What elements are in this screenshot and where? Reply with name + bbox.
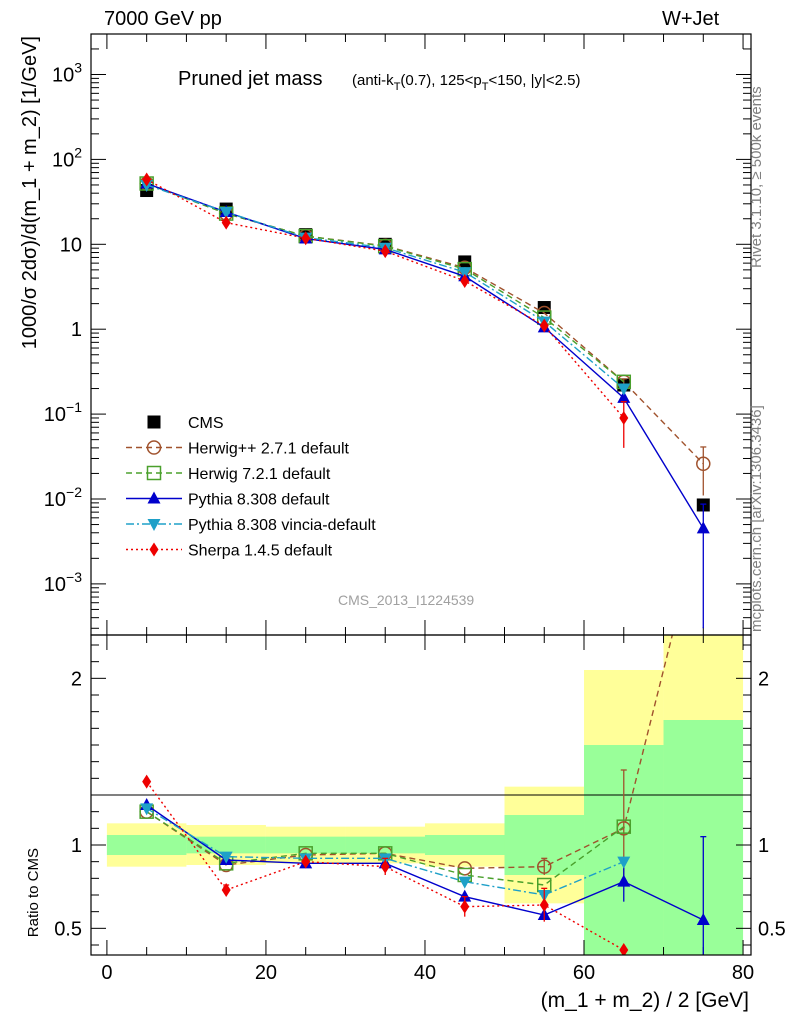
data-point-marker [617, 874, 631, 887]
data-point-marker [219, 207, 233, 220]
data-point-marker [537, 859, 552, 874]
ratio-y-axis-label: Ratio to CMS [25, 848, 42, 937]
data-point-marker [460, 273, 470, 288]
series-line [146, 635, 674, 870]
watermark: CMS_2013_I1224539 [338, 592, 474, 608]
data-point-marker [147, 519, 161, 531]
data-point-marker [539, 898, 549, 912]
data-point-marker [619, 410, 629, 425]
main-y-tick-label: 102 [52, 144, 82, 171]
series-line [146, 804, 704, 921]
data-point-marker [140, 803, 154, 816]
side-label-mcplots: mcplots.cern.ch [arXiv:1306.3436] [748, 405, 765, 632]
main-y-tick-label: 1 [71, 319, 82, 341]
ratio-y-tick-label-right: 1 [758, 835, 769, 857]
main-y-tick-label: 103 [52, 60, 82, 87]
data-point-marker [617, 856, 631, 869]
ratio-frame [90, 634, 752, 956]
data-point-marker [696, 456, 711, 472]
legend-label: Pythia 8.308 default [188, 492, 330, 509]
x-tick-label: 60 [573, 962, 595, 984]
x-tick-label: 80 [732, 962, 754, 984]
green-band-bin [345, 836, 425, 854]
data-point-marker [617, 390, 631, 403]
legend-item: CMS [147, 415, 224, 432]
side-label-rivet: Rivet 3.1.10, ≥ 500k events [748, 86, 765, 268]
data-point-marker [458, 876, 472, 889]
series-sherpa-1-4-5-default [142, 774, 629, 955]
data-point-marker [147, 415, 161, 429]
series-line [146, 184, 625, 390]
data-point-marker [539, 318, 549, 333]
data-point-marker [617, 383, 631, 396]
data-point-marker [219, 851, 233, 864]
plot-title-main: Pruned jet mass [178, 68, 323, 90]
data-point-marker [458, 889, 472, 902]
legend-item: Herwig 7.2.1 default [126, 465, 331, 483]
main-y-axis-label: 1000/σ 2dσ)/d(m_1 + m_2) [1/GeV] [19, 36, 41, 349]
data-point-marker [142, 172, 152, 187]
series-sherpa-1-4-5-default [142, 172, 629, 448]
green-band-bin [106, 835, 187, 855]
series-line [146, 182, 704, 465]
main-axis-ticks: 10−3 10−2 10−1 1 10 102 103 [44, 33, 751, 635]
ratio-series-group [139, 635, 710, 955]
x-tick-label: 20 [255, 962, 277, 984]
x-axis-label: (m_1 + m_2) / 2 [GeV] [541, 989, 749, 1012]
data-point-marker [147, 491, 161, 504]
series-pythia-8-308-vincia-default [140, 179, 631, 396]
legend-item: Pythia 8.308 vincia-default [126, 517, 376, 534]
data-point-marker [301, 231, 311, 246]
data-point-marker [146, 465, 162, 481]
legend-label: Sherpa 1.4.5 default [188, 543, 333, 560]
data-point-marker [616, 819, 632, 834]
ratio-y-tick-label-left: 0.5 [54, 918, 82, 940]
x-tick-label: 0 [101, 962, 112, 984]
series-line [146, 178, 625, 419]
ratio-y-tick-label-right: 2 [758, 668, 769, 690]
legend-label: Herwig++ 2.7.1 default [188, 441, 350, 458]
green-band-bin [186, 836, 266, 854]
main-series-group [139, 172, 711, 629]
ratio-y-tick-label-right: 0.5 [758, 918, 786, 940]
data-point-marker [142, 774, 152, 789]
data-point-marker [619, 943, 629, 955]
legend-label: Herwig 7.2.1 default [188, 466, 331, 483]
plot-title-sub: (anti-kT(0.7), 125<pT<150, |y|<2.5) [352, 72, 581, 93]
ratio-y-tick-label-left: 1 [71, 835, 82, 857]
data-point-marker [696, 521, 710, 534]
legend-item: Pythia 8.308 default [126, 491, 330, 509]
series-cms [140, 184, 710, 512]
data-point-marker [696, 913, 710, 925]
legend-label: CMS [188, 415, 224, 432]
series-herwig-7-2-1-default [139, 176, 632, 390]
main-y-tick-label: 10−3 [44, 569, 82, 596]
header-process: W+Jet [662, 8, 720, 30]
legend-item: Herwig++ 2.7.1 default [126, 440, 350, 458]
data-point-marker [460, 899, 470, 914]
main-y-tick-label: 10−1 [44, 399, 82, 426]
main-y-tick-label: 10 [60, 234, 82, 256]
main-y-tick-label: 10−2 [44, 484, 82, 511]
green-band-bin [265, 836, 346, 854]
data-point-marker [221, 883, 231, 897]
data-point-marker [380, 244, 390, 259]
green-band-bin [424, 835, 505, 855]
data-point-marker [146, 440, 162, 455]
data-point-marker [380, 859, 390, 874]
data-point-marker [149, 542, 159, 557]
data-point-marker [221, 215, 231, 230]
legend-item: Sherpa 1.4.5 default [126, 542, 333, 560]
legend: CMS Herwig++ 2.7.1 default Herwig 7.2.1 de… [126, 415, 376, 560]
data-point-marker [301, 854, 311, 869]
legend-label: Pythia 8.308 vincia-default [188, 517, 376, 534]
ratio-y-tick-label-left: 2 [71, 668, 82, 690]
series-line [146, 182, 625, 383]
header-energy: 7000 GeV pp [104, 8, 222, 30]
x-tick-label: 40 [414, 962, 436, 984]
data-point-marker [458, 267, 472, 280]
ratio-axis-ticks: 0 20 40 60 800.5 0.51 12 2 [54, 635, 786, 984]
